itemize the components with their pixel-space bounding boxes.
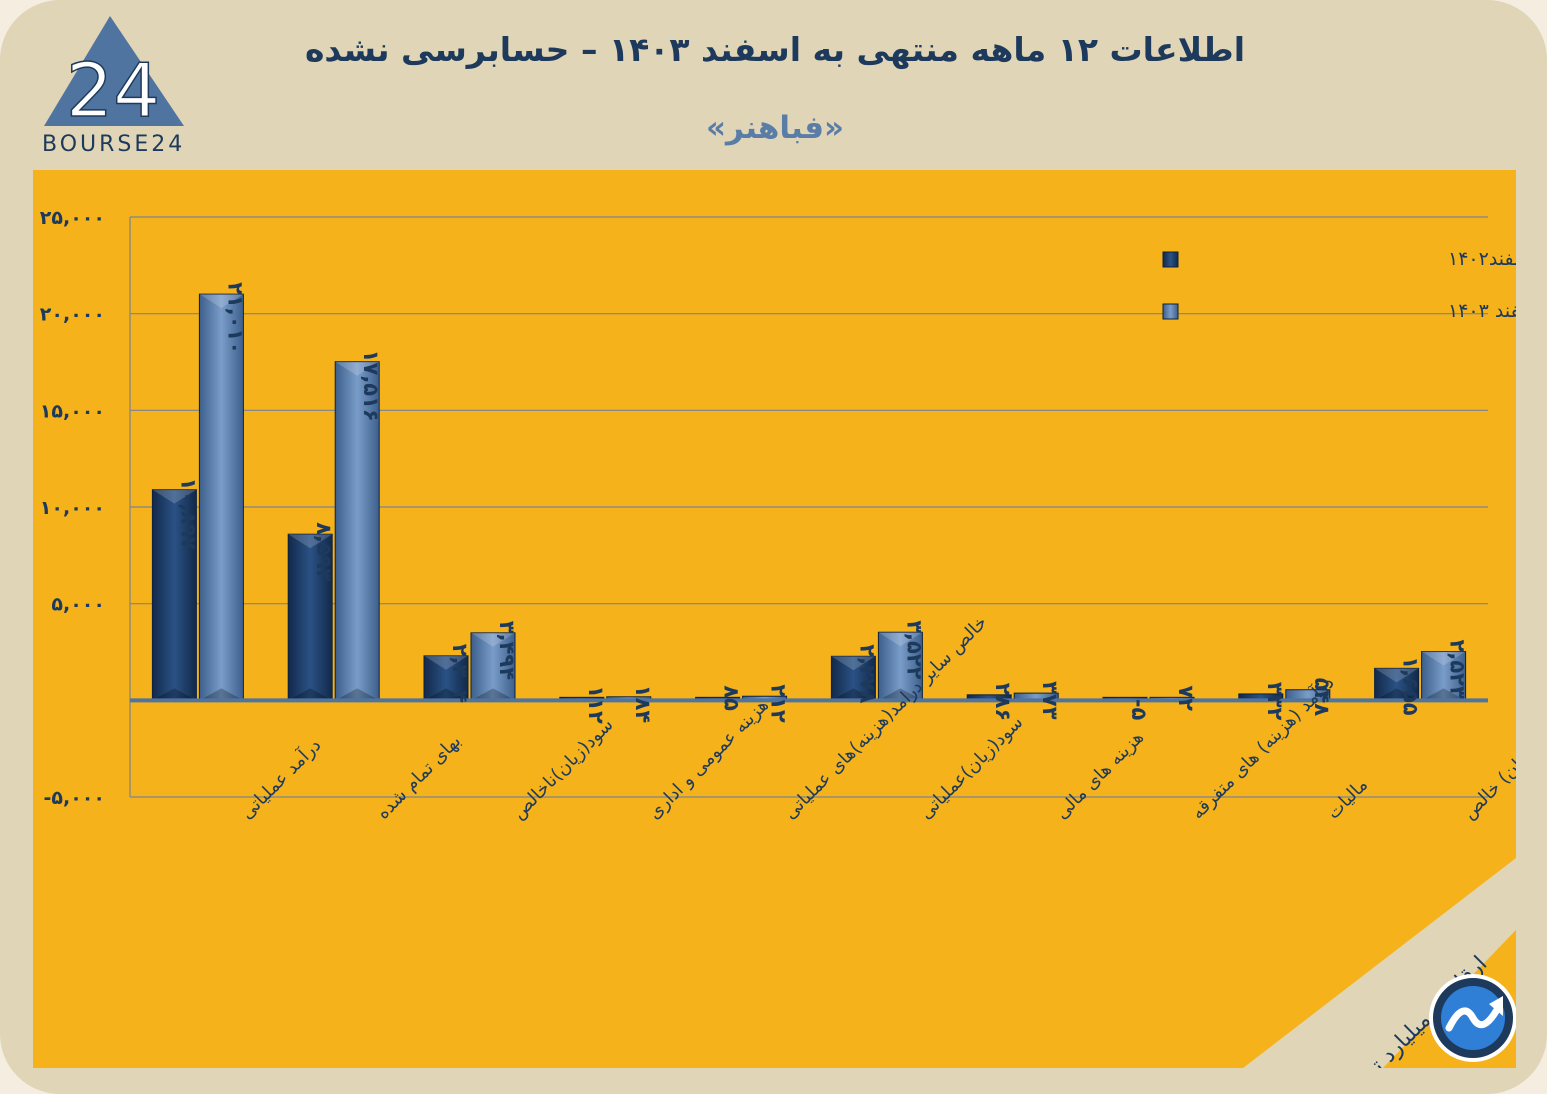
value-label: ۱۸۴: [631, 685, 655, 724]
bar-s2-1: [334, 361, 380, 701]
bar-bevel-bottom: [1421, 688, 1466, 701]
bar-bevel-bottom: [288, 688, 333, 701]
y-tick-label: ۱۵,۰۰۰: [40, 400, 105, 422]
category-label: سود(زیان) خالص: [1459, 718, 1516, 824]
logo-mark: 24: [66, 48, 160, 134]
value-label: ۷۲: [1174, 685, 1198, 711]
bar-bevel: [152, 489, 197, 504]
bar-bevel: [424, 655, 468, 670]
bar-bevel: [831, 656, 876, 671]
value-label: ۲,۵۲۳: [1446, 640, 1470, 699]
value-label: ۵۴۸: [1310, 678, 1334, 717]
bourse24-logo: 24: [44, 16, 184, 135]
category-label: مالیات: [1323, 774, 1372, 823]
legend-swatch-1: [1162, 251, 1179, 268]
bar-bevel: [199, 294, 244, 309]
bar-s1-9: [1374, 667, 1420, 701]
value-label: ۲۱,۰۱۰: [223, 282, 247, 354]
value-label: ۸,۵۹۳: [312, 522, 336, 581]
bar-bevel-bottom: [199, 688, 244, 701]
bar-bevel-bottom: [1374, 688, 1419, 701]
bar-s2-0: [198, 293, 244, 701]
y-tick-label: -۵,۰۰۰: [44, 787, 106, 809]
bar-bevel: [1421, 651, 1466, 666]
value-label: ۲۱۲: [767, 684, 791, 723]
bar-bevel: [878, 632, 923, 647]
value-label: ۳,۴۹۴: [495, 621, 519, 680]
y-tick-label: ۲۵,۰۰۰: [40, 207, 105, 229]
page-subtitle: «فباهنر»: [705, 110, 845, 146]
brand-icon: [1429, 974, 1516, 1062]
chart-panel: -۵,۰۰۰ ۵,۰۰۰ ۱۰,۰۰۰ ۱۵,۰۰۰ ۲۰,۰۰۰ ۲۵,۰۰۰ ۱۰,۸…: [33, 170, 1516, 1068]
category-label: هزینه عمومی و اداری: [644, 695, 773, 824]
value-label: ۱۷,۵۱۶: [359, 350, 383, 422]
bar-chart: -۵,۰۰۰ ۵,۰۰۰ ۱۰,۰۰۰ ۱۵,۰۰۰ ۲۰,۰۰۰ ۲۵,۰۰۰ ۱۰,۸…: [40, 207, 1516, 1068]
bar-bevel: [1374, 668, 1419, 683]
category-label: بهای تمام شده: [372, 731, 465, 824]
value-label: ۳۷۳: [1038, 681, 1062, 720]
category-label: درآمد عملیاتی: [235, 733, 325, 823]
bar-bevel-bottom: [335, 688, 380, 701]
value-label: ۸۵: [720, 685, 744, 711]
value-label: ۲,۳۰۴: [448, 644, 472, 703]
legend-label-1: عملکرد منتهی به اسفند۱۴۰۲: [1448, 248, 1516, 270]
value-label: ۱۰,۸۹۷: [176, 478, 200, 550]
category-label: سود(زیان)عملیاتی: [916, 712, 1028, 824]
y-tick-label: ۵,۰۰۰: [51, 594, 105, 616]
bar-s1-0: [151, 489, 197, 701]
bar-s1-2: [423, 655, 469, 701]
value-label: ۲۸۶: [991, 683, 1015, 721]
bar-bevel-bottom: [424, 688, 468, 701]
value-label: ۱,۶۵۵: [1399, 656, 1423, 715]
bar-s2-2: [470, 632, 516, 701]
category-label: سود(زیان)ناخالص: [508, 714, 617, 823]
value-label: ۱۱۲: [584, 685, 608, 724]
value-label: ۲,۲۷۸: [855, 644, 879, 703]
y-tick-label: ۱۰,۰۰۰: [40, 497, 105, 519]
value-label: ۳۳۲: [1263, 682, 1287, 721]
bar-s1-5: [830, 655, 876, 701]
bar-bevel: [471, 632, 515, 647]
page-title: اطلاعات ۱۲ ماهه منتهی به اسفند ۱۴۰۳ – حس…: [304, 30, 1246, 69]
bar-bevel: [335, 361, 380, 376]
value-label: ۳,۵۲۲: [902, 620, 926, 679]
category-label: هزینه های مالی: [1051, 727, 1148, 824]
bar-bevel-bottom: [831, 688, 876, 701]
logo-text: BOURSE24: [42, 132, 186, 157]
y-tick-label: ۲۰,۰۰۰: [40, 304, 105, 326]
value-label: -۵: [1127, 699, 1151, 721]
bar-bevel-bottom: [471, 688, 515, 701]
legend-label-2: عملکرد منتهی به اسفند ۱۴۰۳: [1448, 300, 1516, 322]
bar-bevel: [288, 534, 333, 549]
bar-bevel-bottom: [878, 688, 923, 701]
bar-bevel-bottom: [152, 688, 197, 701]
legend-swatch-2: [1162, 303, 1179, 320]
bar-s1-1: [287, 533, 333, 701]
